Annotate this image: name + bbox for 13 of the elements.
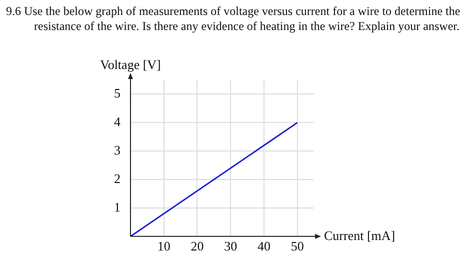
x-tick-label: 50: [290, 238, 304, 254]
x-tick-label: 40: [257, 238, 270, 254]
y-tick-label: 4: [114, 114, 121, 130]
chart-title: 9.6 Use the below graph of measurements of voltage versus current for a wire to determine the resistance of the wire. Is there any evidence of heating in the wire? Explain your answer.: [6, 4, 462, 34]
x-tick-label: 20: [190, 238, 204, 254]
x-tick-label: 10: [157, 238, 170, 254]
y-axis-title: Voltage [V]: [100, 56, 161, 72]
y-tick-label: 1: [114, 199, 120, 214]
y-tick-label: 2: [114, 170, 120, 186]
x-tick-label: 30: [224, 238, 238, 254]
x-axis-title: Current [mA]: [324, 228, 396, 243]
y-tick-label: 5: [114, 86, 120, 101]
y-tick-label: 3: [114, 142, 120, 158]
